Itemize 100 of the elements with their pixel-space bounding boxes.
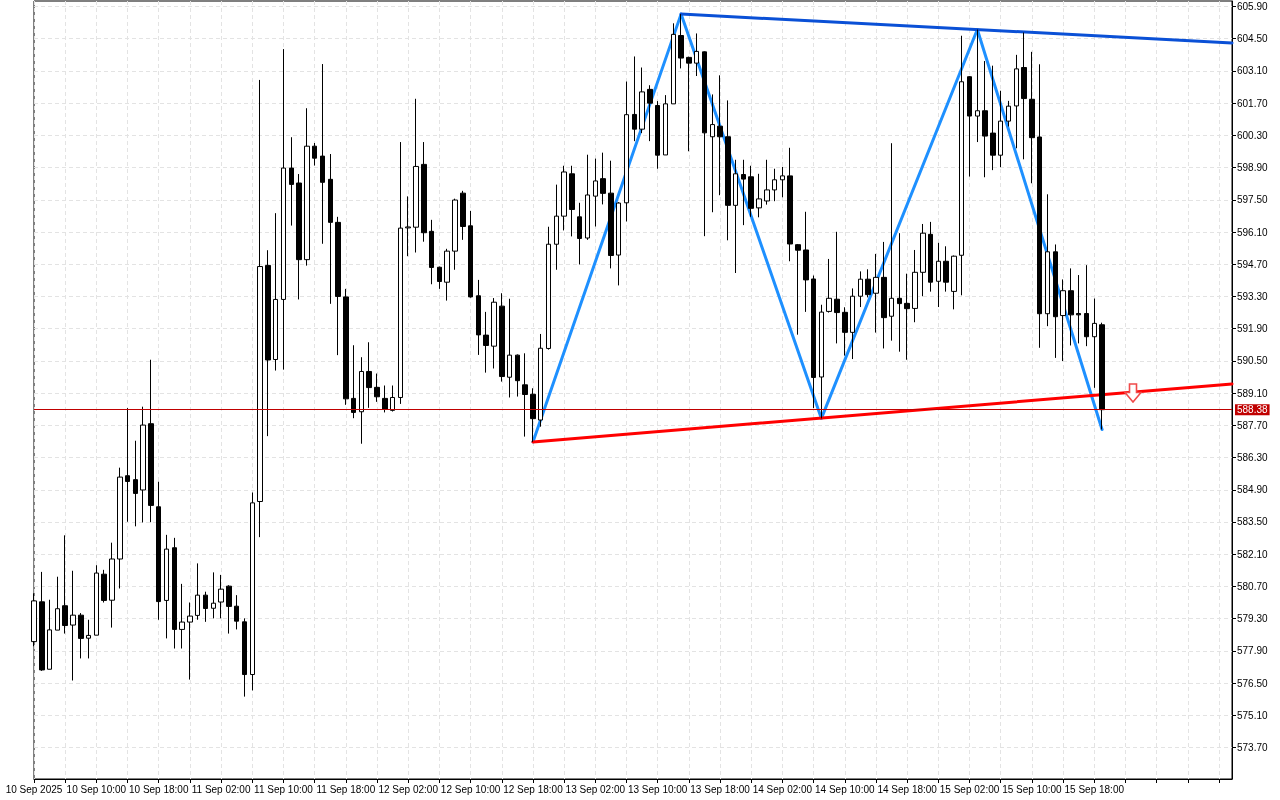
candlestick [62,534,68,635]
candlestick [156,481,161,621]
candlestick [117,467,123,589]
candlestick [881,241,887,349]
candlestick [296,173,302,300]
x-tick-label: 14 Sep 02:00 [752,783,813,795]
candlestick [164,534,169,639]
candlestick [834,231,840,344]
y-tick-label: 605.90 [1237,1,1269,13]
candlestick [39,571,45,672]
candlestick [507,298,512,398]
candlestick [943,245,949,293]
candlestick [203,591,208,623]
candlestick [865,268,871,298]
candlestick [780,166,785,198]
y-tick-label: 584.90 [1237,484,1269,496]
candlestick [1053,243,1058,359]
candlestick [655,100,660,170]
candlestick [803,211,809,313]
candlestick [608,160,614,269]
candlestick [561,165,567,231]
candlestick [733,159,738,274]
y-tick-label: 598.90 [1237,162,1269,174]
y-tick-label: 603.10 [1237,65,1269,77]
candlestick [421,141,427,243]
y-tick-label: 586.30 [1237,452,1269,464]
candlestick [343,288,349,406]
x-tick-label: 13 Sep 02:00 [565,783,626,795]
candlestick [242,617,247,698]
candlestick [179,583,185,650]
candlestick [842,306,848,357]
candlestick [694,32,699,77]
candlestick [187,602,193,681]
candlestick [328,153,333,305]
candlestick [795,243,801,336]
candlestick [967,75,972,178]
y-tick-label: 593.30 [1237,290,1269,302]
candlestick [429,219,434,285]
candlestick [94,564,99,636]
candlestick [109,542,115,629]
x-tick-label: 10 Sep 18:00 [128,783,189,795]
candlestick [250,492,255,691]
candlestick [920,223,926,297]
candlestick [1068,267,1074,346]
candlestick [101,569,107,604]
x-tick-label: 14 Sep 18:00 [877,783,938,795]
candlestick [678,13,684,69]
candlestick [1084,264,1089,347]
x-tick-label: 15 Sep 10:00 [1002,783,1063,795]
candlestick [600,152,606,205]
y-tick-label: 573.70 [1237,741,1269,753]
candlestick [530,387,536,443]
candlestick [569,165,575,237]
candlestick [382,385,388,413]
candlestick [335,216,341,356]
x-tick-label: 10 Sep 2025 [5,783,63,795]
y-tick-label: 594.70 [1237,258,1269,270]
candlestick [748,165,754,218]
candlestick [710,93,715,213]
candlestick [515,353,520,398]
candlestick [1014,54,1019,149]
candlestick [889,142,894,342]
x-tick-label: 13 Sep 10:00 [627,783,688,795]
candlestick [226,584,232,635]
candlestick [756,173,762,218]
candlestick [312,142,317,167]
candlestick [686,56,692,152]
candlestick [398,141,403,405]
y-tick-label: 576.50 [1237,677,1269,689]
y-tick-label: 587.70 [1237,419,1269,431]
candlestick [491,297,497,369]
candlestick [982,60,988,178]
y-tick-label: 589.10 [1237,387,1269,399]
candlestick [936,242,941,308]
candlestick [1045,193,1050,327]
x-tick-label: 12 Sep 02:00 [378,783,439,795]
candlestick [304,107,310,267]
candlestick [928,221,933,293]
candlestick [998,90,1003,168]
candlestick [55,576,60,631]
candlestick [289,136,294,227]
y-tick-label: 597.50 [1237,194,1269,206]
candlestick [671,22,676,105]
candlestick [787,147,793,262]
candlestick [546,226,551,351]
candlestick [172,537,177,650]
y-tick-label: 601.70 [1237,97,1269,109]
y-tick-label: 582.10 [1237,548,1269,560]
y-tick-label: 596.10 [1237,226,1269,238]
candlestick [850,287,855,360]
candlestick [819,304,824,419]
y-tick-label: 580.70 [1237,580,1269,592]
candlestick [468,210,473,299]
candlestick [351,344,356,419]
y-tick-label: 577.90 [1237,645,1269,657]
candlestick [460,190,466,241]
candlestick [975,29,980,143]
candlestick [1060,278,1066,362]
candlestick [554,184,559,271]
candlestick [218,574,224,619]
